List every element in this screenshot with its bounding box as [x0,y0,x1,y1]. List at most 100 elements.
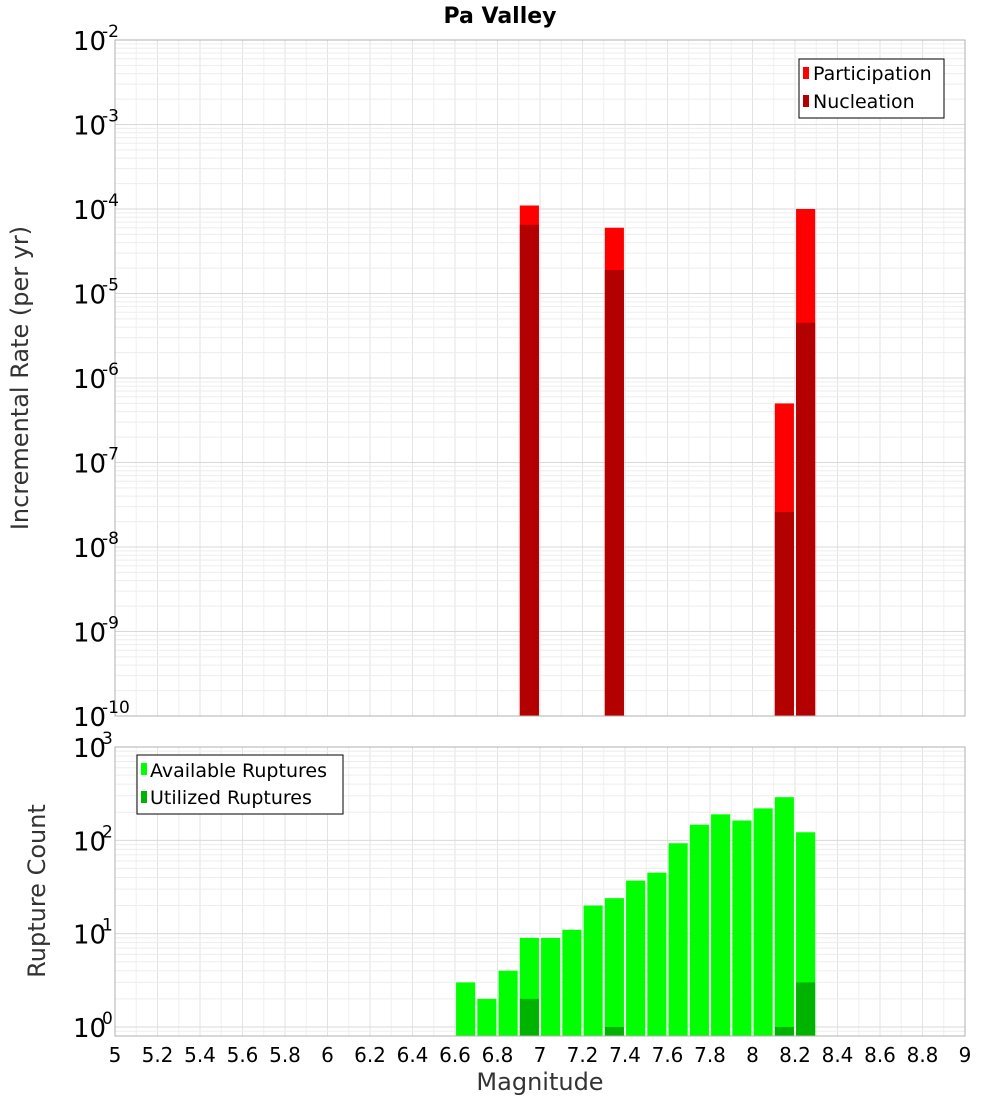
available-ruptures-bar [647,872,667,1036]
y-tick-base: 10 [73,281,106,311]
x-tick-label: 7.4 [609,1043,641,1067]
y-tick-base: 10 [73,703,106,733]
x-tick-label: 7.6 [652,1043,684,1067]
x-tick-label: 8.6 [864,1043,896,1067]
available-ruptures-bar [456,982,476,1036]
utilized-ruptures-bar [519,998,539,1036]
rate-legend-box [798,58,945,119]
y-tick-label: 101 [73,916,113,951]
rate-panel: 10-210-310-410-510-610-710-810-910-10 In… [6,22,966,733]
x-tick-label: 5 [109,1043,122,1067]
x-tick-labels: 5 5.2 5.4 5.6 5.8 6 6.2 6.4 6.6 6.8 7 7.2 7.4 7.6 7.8 8… [109,1043,972,1067]
available-ruptures-bar [753,808,773,1036]
x-tick-label: 8.8 [907,1043,939,1067]
available-ruptures-bar [498,970,518,1036]
nucleation-legend-swatch [803,95,809,107]
utilized-ruptures-bar [604,1026,624,1036]
available-ruptures-bar [626,880,646,1036]
nucleation-bar [604,269,624,716]
x-tick-label: 5.2 [142,1043,174,1067]
nucleation-bar [774,511,794,716]
x-tick-label: 8 [746,1043,759,1067]
y-tick-exponent: 2 [102,822,113,842]
available-ruptures-bar [668,843,688,1036]
x-tick-label: 6.4 [397,1043,429,1067]
y-tick-exponent: -7 [102,445,119,465]
y-tick-exponent: -3 [102,107,119,127]
y-tick-exponent: -5 [102,276,119,296]
y-tick-exponent: -4 [102,191,119,211]
y-tick-base: 10 [73,365,106,395]
y-tick-base: 10 [73,619,106,649]
x-tick-label: 6.6 [439,1043,471,1067]
x-tick-label: 5.4 [184,1043,216,1067]
count-legend: Available Ruptures Utilized Ruptures [136,754,344,815]
nucleation-bar [796,322,816,716]
y-tick-exponent: -6 [102,360,119,380]
participation-legend-swatch [803,67,809,79]
available-ruptures-bar [604,898,624,1036]
y-tick-label: 102 [73,822,113,857]
y-tick-label: 10-4 [73,191,119,226]
participation-legend-label: Participation [813,63,932,85]
rate-y-axis-label: Incremental Rate (per yr) [6,226,34,530]
y-tick-exponent: -2 [102,22,119,42]
x-tick-label: 8.4 [822,1043,854,1067]
y-tick-label: 100 [73,1009,113,1044]
y-tick-exponent: 3 [102,729,113,749]
y-tick-label: 10-2 [73,22,119,57]
x-tick-label: 6 [321,1043,334,1067]
utilized-legend-swatch [141,791,147,803]
available-legend-swatch [141,763,147,775]
y-tick-exponent: -9 [102,614,119,634]
x-tick-label: 9 [959,1043,972,1067]
available-ruptures-bar [732,820,752,1036]
count-y-axis-label: Rupture Count [23,804,51,978]
count-plot-border [114,746,966,1037]
x-tick-label: 5.8 [269,1043,301,1067]
x-tick-label: 6.8 [482,1043,514,1067]
y-tick-exponent: 1 [102,916,113,936]
count-legend-box [136,754,344,815]
rate-plot-border [114,39,966,717]
y-tick-label: 10-9 [73,614,119,649]
x-axis-label: Magnitude [476,1068,603,1096]
y-tick-base: 10 [73,734,106,764]
y-tick-label: 10-6 [73,360,119,395]
nucleation-bar [519,224,539,716]
utilized-ruptures-bar [796,982,816,1036]
available-ruptures-bar [541,937,561,1036]
y-tick-base: 10 [73,827,106,857]
y-tick-base: 10 [73,112,106,142]
y-tick-base: 10 [73,27,106,57]
y-tick-label: 10-5 [73,276,119,311]
x-tick-label: 7 [534,1043,547,1067]
x-tick-label: 8.2 [779,1043,811,1067]
available-legend-label: Available Ruptures [150,760,327,782]
x-tick-label: 6.2 [354,1043,386,1067]
chart-title: Pa Valley [443,4,556,29]
y-tick-exponent: 0 [102,1009,113,1029]
available-ruptures-bar [689,824,709,1036]
x-tick-label: 7.2 [567,1043,599,1067]
x-tick-label: 5.6 [227,1043,259,1067]
y-tick-label: 10-10 [73,698,130,733]
available-ruptures-bar [711,814,731,1036]
rate-gridlines [114,40,966,717]
available-ruptures-bar [774,797,794,1036]
y-tick-base: 10 [73,1014,106,1044]
rate-legend: Participation Nucleation [798,58,945,119]
rate-bars [519,205,816,716]
utilized-ruptures-bar [774,1026,794,1036]
x-tick-label: 7.8 [694,1043,726,1067]
y-tick-exponent: -10 [102,698,130,718]
y-tick-base: 10 [73,450,106,480]
y-tick-label: 10-8 [73,529,119,564]
count-bars [456,797,816,1036]
utilized-legend-label: Utilized Ruptures [150,787,312,809]
available-ruptures-bar [477,998,497,1036]
nucleation-legend-label: Nucleation [813,91,915,113]
